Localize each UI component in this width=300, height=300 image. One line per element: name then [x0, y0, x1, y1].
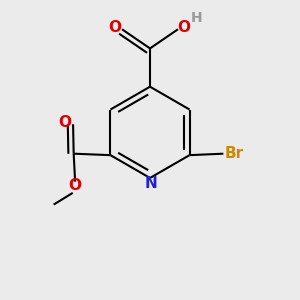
- Text: O: O: [177, 20, 190, 35]
- Text: H: H: [190, 11, 202, 25]
- Text: O: O: [68, 178, 81, 193]
- Text: O: O: [58, 115, 71, 130]
- Text: O: O: [108, 20, 121, 35]
- Text: Br: Br: [225, 146, 244, 161]
- Text: N: N: [145, 176, 158, 191]
